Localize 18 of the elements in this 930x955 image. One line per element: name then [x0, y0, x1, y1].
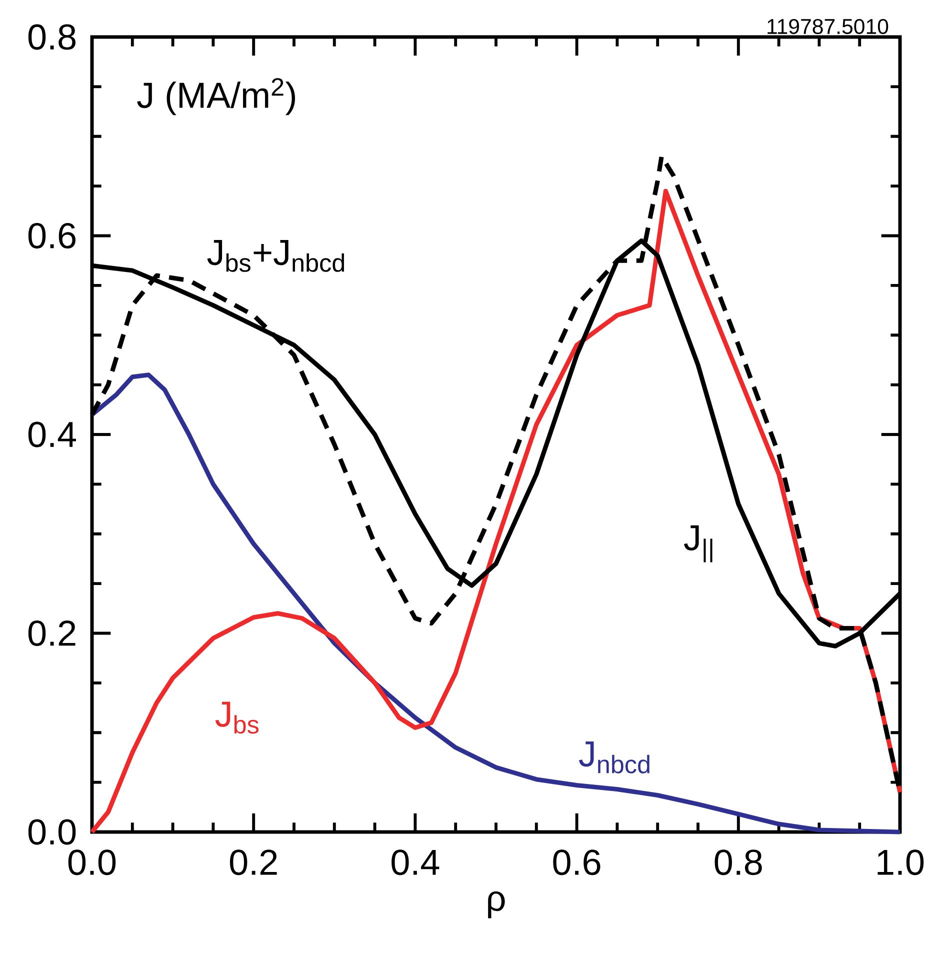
series-label: J$_{bs}$ [215, 702, 258, 734]
y-tick-label: 0.8 [28, 24, 76, 50]
series-label: J$_{bs}$+J$_{nbcd}$ [207, 240, 344, 272]
y-tick-label: 0.0 [28, 819, 76, 845]
x-tick-label: 0.8 [714, 850, 762, 876]
y-tick-label: 0.4 [28, 422, 76, 448]
x-tick-label: 0.0 [68, 850, 116, 876]
x-tick-label: 1.0 [878, 850, 924, 876]
x-axis-title: ρ [488, 891, 505, 918]
series-label: J$_{nbcd}$ [578, 742, 650, 774]
x-tick-label: 0.2 [230, 850, 277, 876]
y-axis-title: J (MA/m$^{2}$) [137, 78, 296, 116]
x-tick-label: 0.4 [392, 850, 440, 876]
y-tick-label: 0.2 [28, 620, 76, 646]
x-tick-label: 0.6 [553, 850, 600, 876]
text: 119787.5010 [768, 18, 888, 34]
series-label: J$_{||}$ [684, 525, 712, 562]
y-tick-label: 0.6 [28, 223, 76, 248]
